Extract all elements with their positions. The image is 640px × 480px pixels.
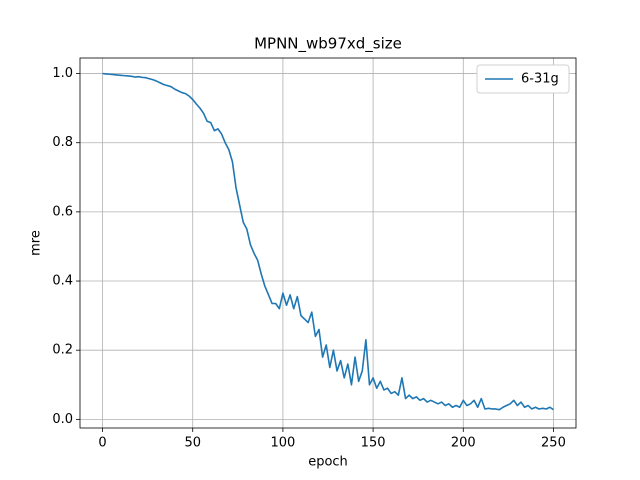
y-tick-label: 0.2 (52, 343, 73, 358)
axes-frame (79, 57, 577, 429)
y-axis-label: mre (29, 230, 44, 256)
legend-box (476, 64, 570, 94)
x-tick-label: 150 (361, 436, 386, 451)
x-tick-label: 250 (541, 436, 566, 451)
data-line (102, 72, 554, 411)
x-tick-label: 200 (451, 436, 476, 451)
chart-title: MPNN_wb97xd_size (254, 35, 402, 54)
y-tick-label: 0.0 (52, 412, 73, 427)
y-tick-label: 0.8 (52, 135, 73, 150)
x-axis-label: epoch (308, 455, 348, 470)
y-tick-label: 0.4 (52, 274, 73, 289)
x-tick-label: 50 (184, 436, 201, 451)
y-tick-label: 0.6 (52, 204, 73, 219)
x-tick-label: 0 (98, 436, 106, 451)
legend-label: 6-31g (521, 72, 559, 87)
x-tick-label: 100 (270, 436, 295, 451)
y-tick-label: 1.0 (52, 66, 73, 81)
